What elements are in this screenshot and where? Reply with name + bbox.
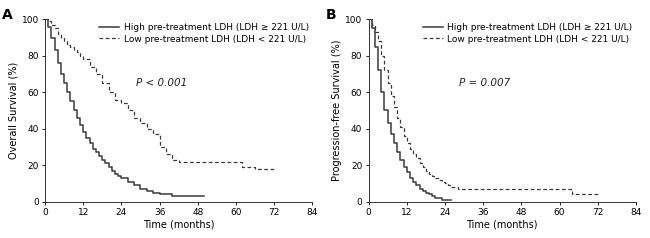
Text: A: A — [2, 8, 13, 22]
X-axis label: Time (months): Time (months) — [143, 220, 214, 230]
Y-axis label: Progression-free Survival (%): Progression-free Survival (%) — [332, 40, 343, 181]
Legend: High pre-treatment LDH (LDH ≥ 221 U/L), Low pre-treatment LDH (LDH < 221 U/L): High pre-treatment LDH (LDH ≥ 221 U/L), … — [421, 21, 634, 45]
X-axis label: Time (months): Time (months) — [467, 220, 538, 230]
Text: P = 0.007: P = 0.007 — [460, 78, 511, 88]
Y-axis label: Overall Survival (%): Overall Survival (%) — [8, 62, 19, 159]
Text: P < 0.001: P < 0.001 — [136, 78, 187, 88]
Text: B: B — [326, 8, 337, 22]
Legend: High pre-treatment LDH (LDH ≥ 221 U/L), Low pre-treatment LDH (LDH < 221 U/L): High pre-treatment LDH (LDH ≥ 221 U/L), … — [98, 21, 311, 45]
